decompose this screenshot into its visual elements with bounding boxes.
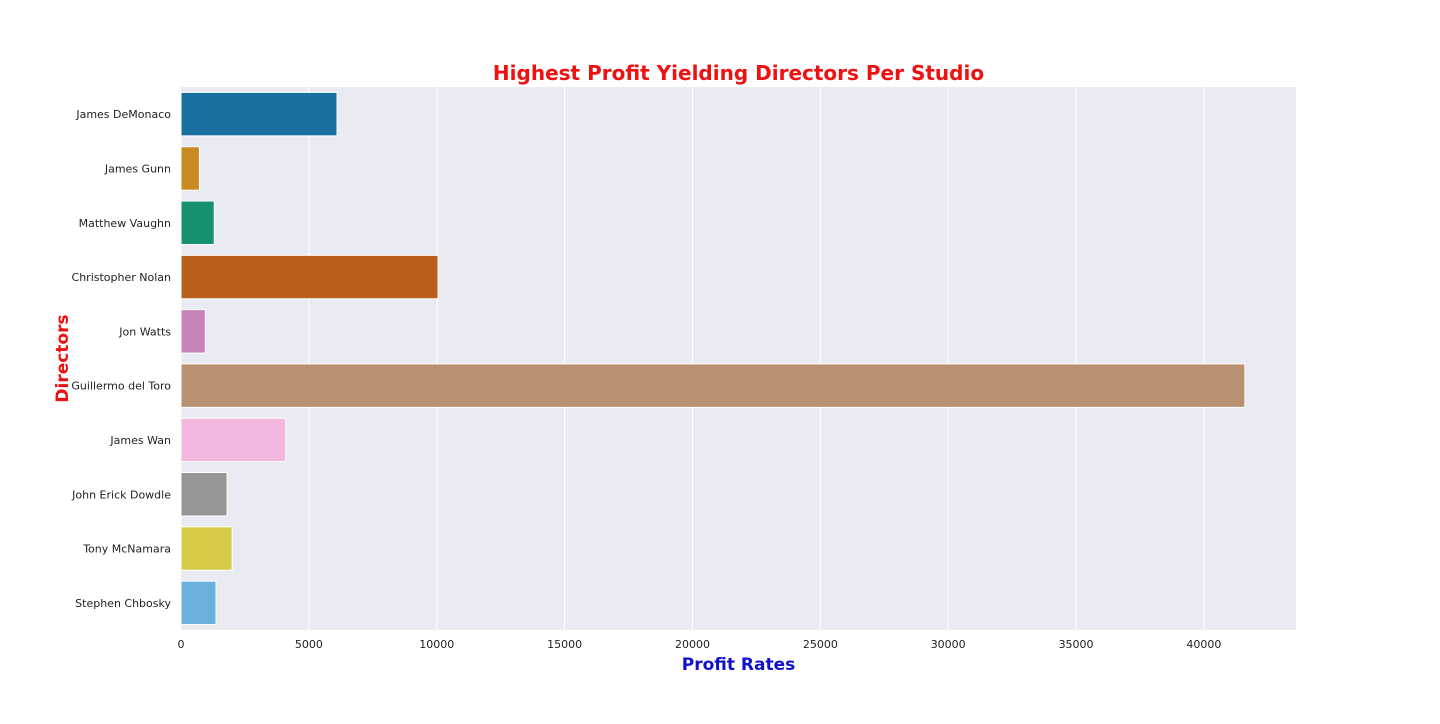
x-tick-label: 30000 <box>931 638 966 651</box>
x-axis-label: Profit Rates <box>682 655 796 675</box>
x-tick-label: 25000 <box>803 638 838 651</box>
x-tick-label: 40000 <box>1186 638 1221 651</box>
y-tick-label: John Erick Dowdle <box>71 488 171 501</box>
bar <box>180 363 1246 408</box>
x-tick-label: 20000 <box>675 638 710 651</box>
y-tick-label: James Wan <box>109 434 171 447</box>
x-tick-label: 0 <box>178 638 185 651</box>
x-tick-label: 15000 <box>547 638 582 651</box>
y-tick-label: James DeMonaco <box>75 108 171 121</box>
y-tick-labels: James DeMonaco James Gunn Matthew Vaughn Ch… <box>71 108 171 610</box>
plot-background <box>181 87 1296 630</box>
y-tick-label: Christopher Nolan <box>72 271 172 284</box>
chart-title: Highest Profit Yielding Directors Per St… <box>493 61 984 85</box>
y-tick-label: Matthew Vaughn <box>79 217 171 230</box>
y-axis-label: Directors <box>53 314 73 402</box>
x-tick-label: 10000 <box>419 638 454 651</box>
bar <box>180 200 215 245</box>
x-tick-label: 35000 <box>1059 638 1094 651</box>
x-tick-label: 5000 <box>295 638 323 651</box>
bar <box>180 309 206 354</box>
y-tick-label: James Gunn <box>104 162 171 175</box>
y-tick-label: Tony McNamara <box>82 543 171 556</box>
bars <box>180 91 1246 626</box>
bar <box>180 472 228 517</box>
bar <box>180 91 338 137</box>
y-tick-label: Guillermo del Toro <box>71 380 171 393</box>
bar <box>180 146 200 191</box>
grid-lines <box>180 87 1205 630</box>
bar <box>180 254 439 300</box>
y-tick-label: Jon Watts <box>118 325 171 338</box>
bar <box>180 580 217 626</box>
bar <box>180 417 287 463</box>
bar <box>180 526 233 571</box>
y-tick-label: Stephen Chbosky <box>75 597 171 610</box>
x-tick-labels: 0 5000 10000 15000 20000 25000 30000 35000 40000 <box>178 638 1222 651</box>
